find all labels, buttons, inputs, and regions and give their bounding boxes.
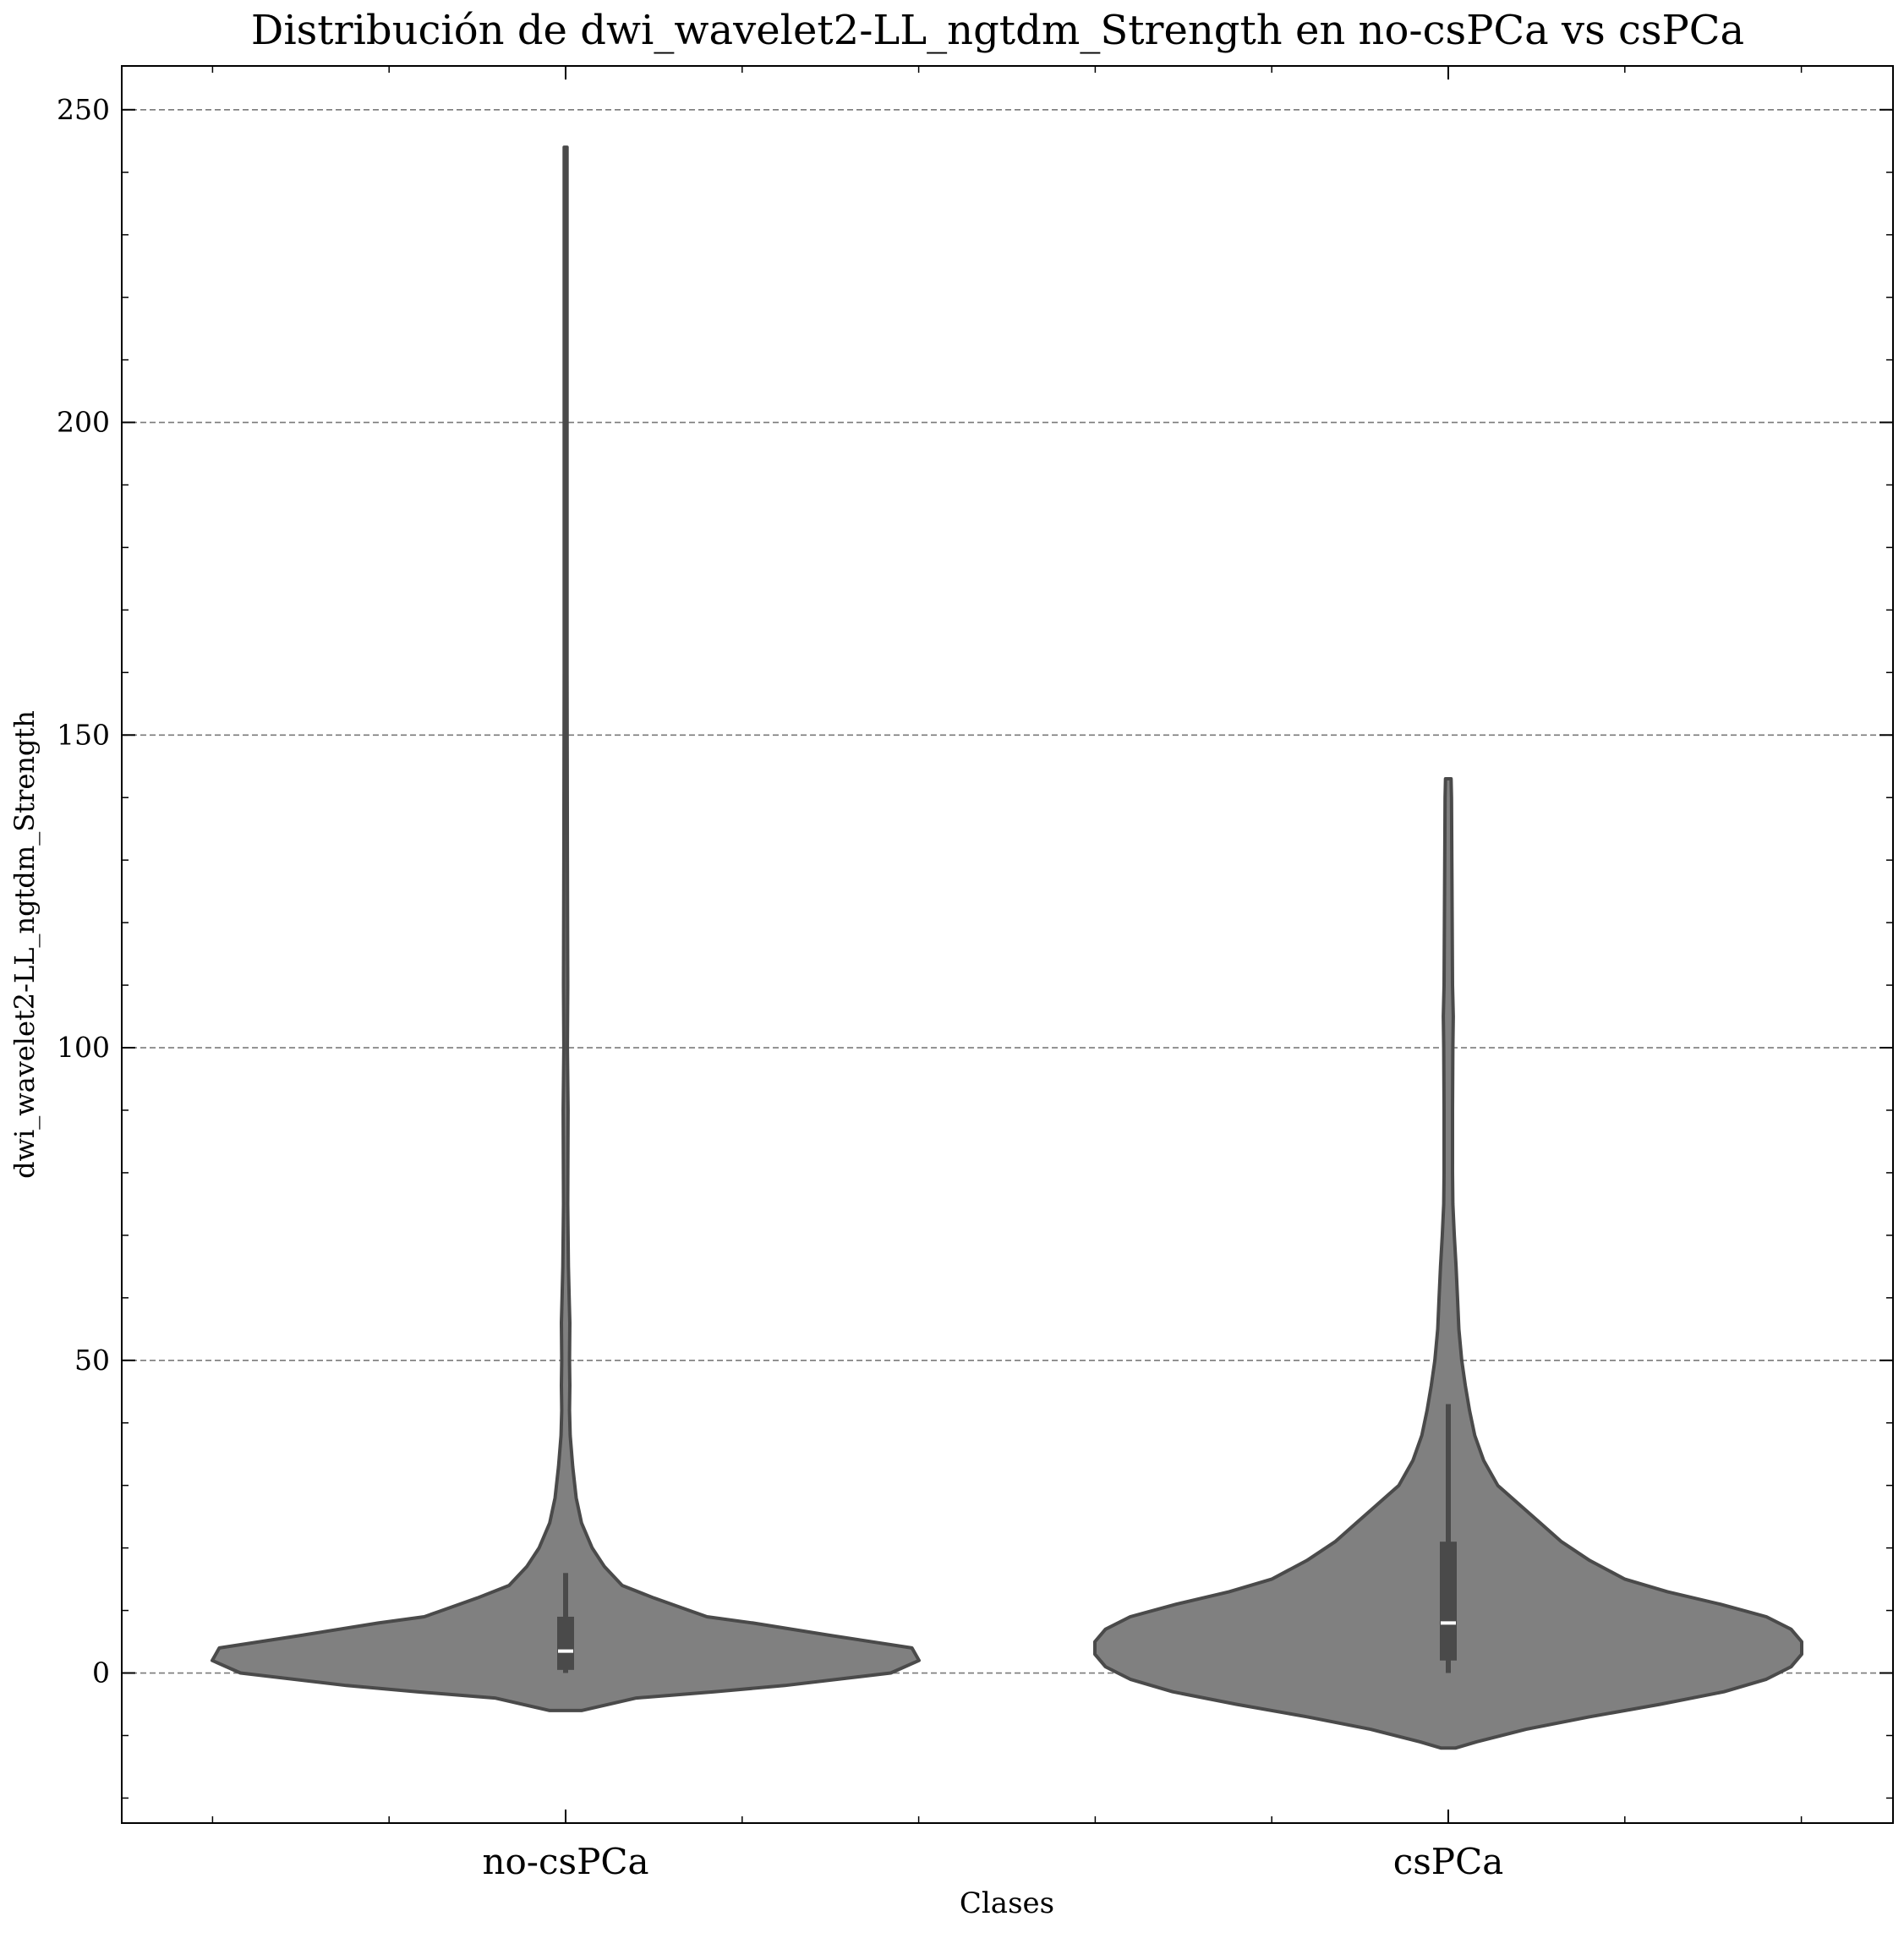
y-axis-label: dwi_wavelet2-LL_ngtdm_Strength	[8, 710, 41, 1179]
violin-iqr-box	[1440, 1541, 1457, 1661]
violin-iqr-box	[557, 1616, 574, 1670]
grid-lines	[122, 108, 1893, 1674]
violin-body	[1093, 777, 1803, 1750]
chart-title: Distribución de dwi_wavelet2-LL_ngtdm_St…	[251, 7, 1744, 54]
violin-body	[211, 145, 921, 1712]
x-tick-label: csPCa	[1393, 1841, 1504, 1882]
y-tick-label: 150	[57, 718, 110, 751]
y-tick-label: 250	[57, 93, 110, 126]
y-tick-label: 50	[74, 1344, 110, 1377]
x-tick-label: no-csPCa	[482, 1841, 648, 1882]
x-axis-label: Clases	[960, 1886, 1054, 1920]
y-tick-label: 100	[57, 1031, 110, 1064]
violins	[211, 145, 1803, 1750]
y-tick-label: 200	[57, 406, 110, 439]
plot-frame	[121, 65, 1894, 1824]
y-tick-label: 0	[92, 1656, 110, 1689]
axes: 0 50 100 150 200 250 no-csPCa csPCa	[57, 66, 1893, 1882]
